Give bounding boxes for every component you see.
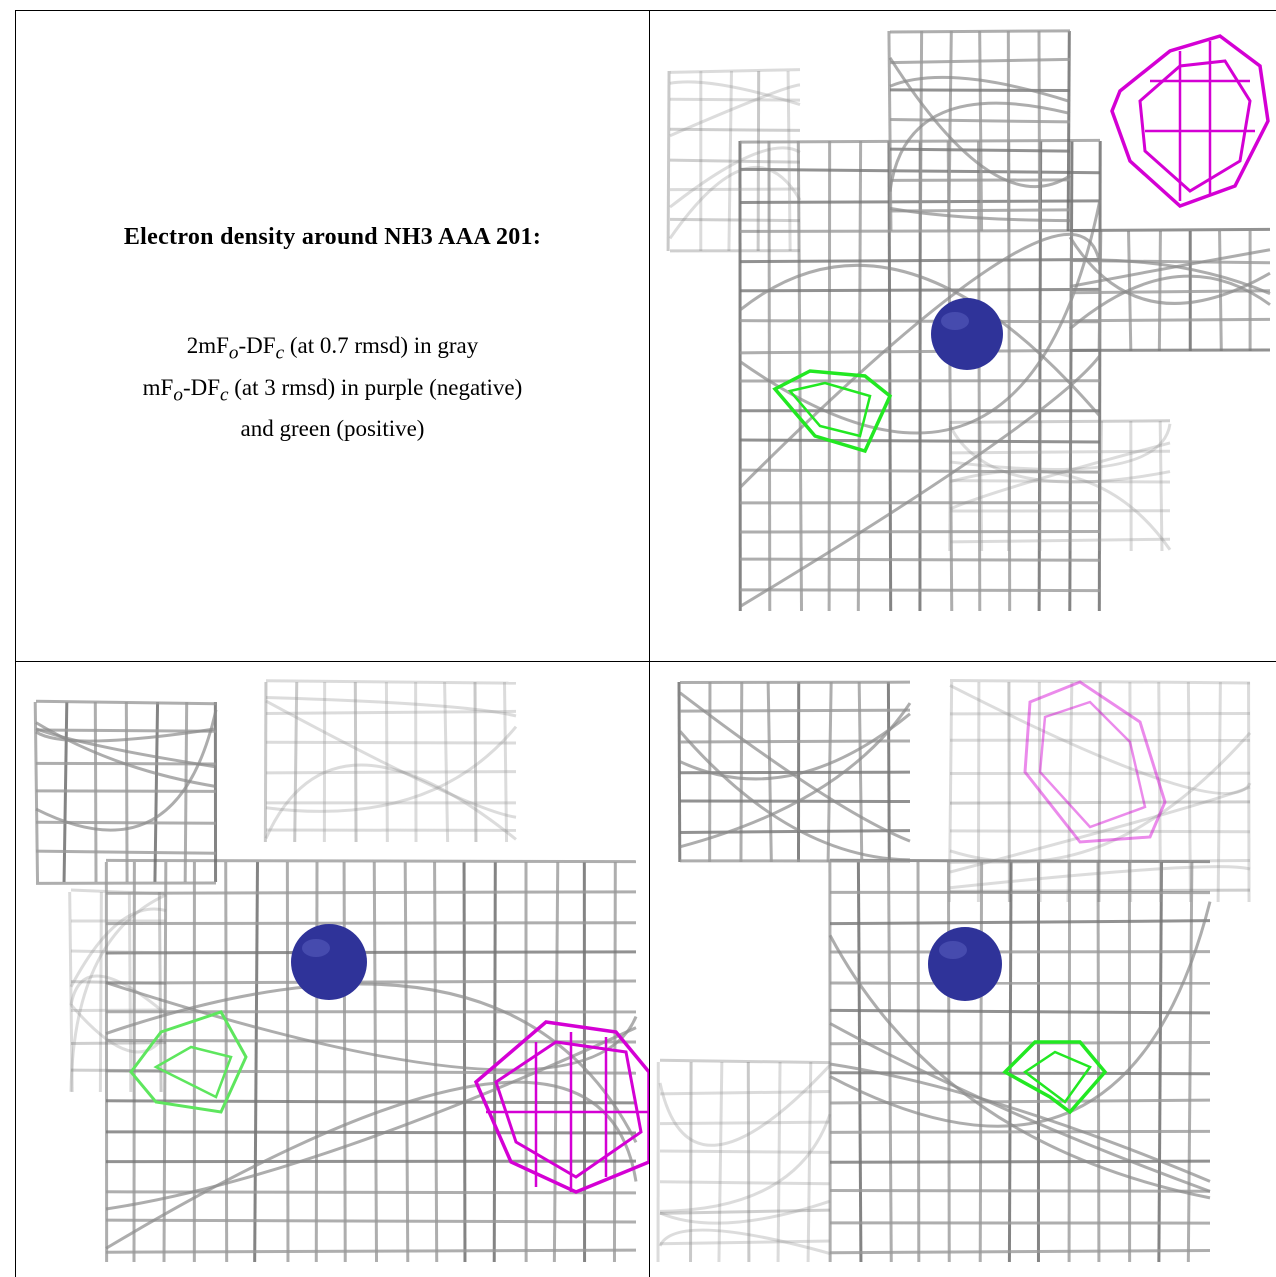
density-map-bottom-right [656, 678, 1252, 1263]
frame-middle-horizontal [15, 661, 1276, 662]
gray-mesh [677, 680, 912, 863]
negative-density-purple [473, 1020, 649, 1194]
atom-sphere [291, 924, 367, 1000]
gray-mesh [1068, 227, 1271, 352]
gray-mesh-faint [948, 419, 1172, 552]
frame-left [15, 10, 16, 1277]
gray-mesh [104, 858, 638, 1263]
density-map-top-right [666, 29, 1271, 612]
frame-middle-vertical [649, 10, 650, 1277]
gray-mesh-faint [947, 678, 1252, 903]
legend-cell: Electron density around NH3 AAA 201: 2mF… [16, 11, 649, 661]
atom-sphere [931, 298, 1003, 370]
positive-density-green [772, 369, 893, 454]
legend-title: Electron density around NH3 AAA 201: [123, 224, 542, 250]
frame-top [15, 10, 1276, 11]
gray-mesh-faint [68, 888, 168, 1093]
gray-mesh [738, 138, 1102, 612]
view-bottom-right [650, 662, 1276, 1277]
positive-density-green [1002, 1040, 1108, 1115]
density-map-bottom-left [33, 679, 649, 1263]
legend-line-positive: and green (positive) [240, 416, 425, 442]
view-bottom-left [16, 662, 649, 1277]
gray-mesh-faint [666, 68, 802, 253]
negative-density-purple [1023, 680, 1167, 844]
negative-density-purple [1110, 34, 1270, 209]
gray-mesh [887, 29, 1071, 232]
gray-mesh-faint [656, 1058, 832, 1263]
view-top-right [650, 11, 1276, 636]
legend-line-2fofc: 2mFo-DFc (at 0.7 rmsd) in gray [186, 333, 479, 364]
legend-description: 2mFo-DFc (at 0.7 rmsd) in gray mFo-DFc (… [16, 329, 649, 446]
atom-sphere [928, 927, 1002, 1001]
gray-mesh-faint [263, 679, 518, 843]
gray-mesh [33, 699, 218, 885]
positive-density-green [129, 1010, 248, 1114]
gray-mesh [828, 858, 1212, 1263]
legend-line-fofc: mFo-DFc (at 3 rmsd) in purple (negative) [142, 374, 523, 406]
